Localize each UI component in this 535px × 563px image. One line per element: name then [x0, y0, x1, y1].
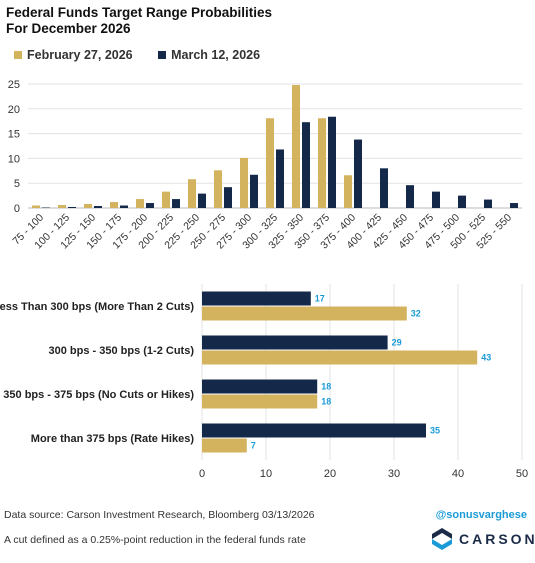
bar-feb [110, 202, 118, 208]
legend-swatch-mar [158, 51, 167, 59]
bar-feb [214, 170, 222, 208]
data-source-note: Data source: Carson Investment Research,… [4, 509, 315, 521]
bar-mar [94, 206, 102, 208]
chart-title-line2: For December 2026 [6, 21, 131, 36]
bar-mar [276, 149, 284, 208]
bar-mar [146, 203, 154, 208]
bar-mar [354, 139, 362, 208]
data-label: 18 [321, 397, 331, 407]
data-label: 32 [411, 309, 421, 319]
data-label: 18 [321, 382, 331, 392]
category-label: 350 bps - 375 bps (No Cuts or Hikes) [3, 389, 194, 401]
y-tick-label: 20 [8, 104, 20, 116]
x-tick-label: 10 [260, 468, 272, 480]
hbar-feb [202, 394, 318, 409]
bar-feb [240, 157, 248, 208]
bar-mar [510, 203, 518, 208]
bar-feb [58, 205, 66, 208]
bar-mar [224, 187, 232, 208]
bar-feb [266, 118, 274, 208]
bar-mar [458, 195, 466, 208]
x-tick-label: 0 [199, 468, 205, 480]
legend-label-feb: February 27, 2026 [27, 48, 133, 62]
data-label: 43 [481, 353, 491, 363]
chart-title: Federal Funds Target Range Probabilities… [6, 5, 272, 37]
y-tick-label: 15 [8, 129, 20, 141]
y-tick-label: 25 [8, 79, 20, 91]
definition-note: A cut defined as a 0.25%-point reduction… [4, 534, 306, 546]
author-handle: @sonusvarghese [435, 509, 527, 521]
hbar-feb [202, 350, 478, 365]
bar-mar [432, 191, 440, 208]
y-tick-label: 0 [14, 203, 20, 215]
bar-mar [380, 168, 388, 208]
legend: February 27, 2026 March 12, 2026 [14, 48, 282, 62]
x-tick-label: 40 [452, 468, 464, 480]
bar-feb [292, 84, 300, 208]
data-label: 17 [315, 294, 325, 304]
bar-mar [406, 185, 414, 208]
data-label: 35 [430, 426, 440, 436]
bar-mar [328, 116, 336, 208]
bar-mar [120, 205, 128, 208]
bar-feb [188, 179, 196, 208]
bar-feb [136, 199, 144, 208]
bar-mar [68, 207, 76, 208]
data-label: 29 [392, 338, 402, 348]
bar-mar [484, 199, 492, 208]
legend-swatch-feb [14, 51, 22, 59]
hbar-feb [202, 438, 247, 453]
bar-feb [344, 175, 352, 208]
y-tick-label: 10 [8, 153, 20, 165]
hbar-mar [202, 379, 318, 394]
carson-logo: CARSON [432, 528, 535, 550]
bar-mar [302, 122, 310, 208]
category-label: 300 bps - 350 bps (1-2 Cuts) [49, 345, 195, 357]
category-label: Less Than 300 bps (More Than 2 Cuts) [0, 301, 194, 313]
bar-mar [198, 193, 206, 208]
x-tick-label: 50 [516, 468, 528, 480]
carson-logo-icon [432, 528, 452, 550]
legend-item-mar: March 12, 2026 [158, 48, 260, 62]
carson-logo-text: CARSON [459, 531, 535, 547]
chart-title-line1: Federal Funds Target Range Probabilities [6, 5, 273, 20]
bar-feb [84, 204, 92, 208]
hbar-mar [202, 291, 311, 306]
legend-label-mar: March 12, 2026 [171, 48, 261, 62]
bar-mar [250, 174, 258, 208]
hbar-mar [202, 423, 426, 438]
x-tick-label: 20 [324, 468, 336, 480]
category-label: More than 375 bps (Rate Hikes) [31, 433, 195, 445]
bar-mar [172, 199, 180, 208]
x-tick-label: 30 [388, 468, 400, 480]
legend-item-feb: February 27, 2026 [14, 48, 133, 62]
bar-feb [32, 205, 40, 208]
bar-feb [318, 118, 326, 208]
hbar-mar [202, 335, 388, 350]
hbar-feb [202, 306, 407, 321]
bar-feb [162, 191, 170, 208]
data-label: 7 [251, 441, 256, 451]
y-tick-label: 5 [14, 178, 20, 190]
